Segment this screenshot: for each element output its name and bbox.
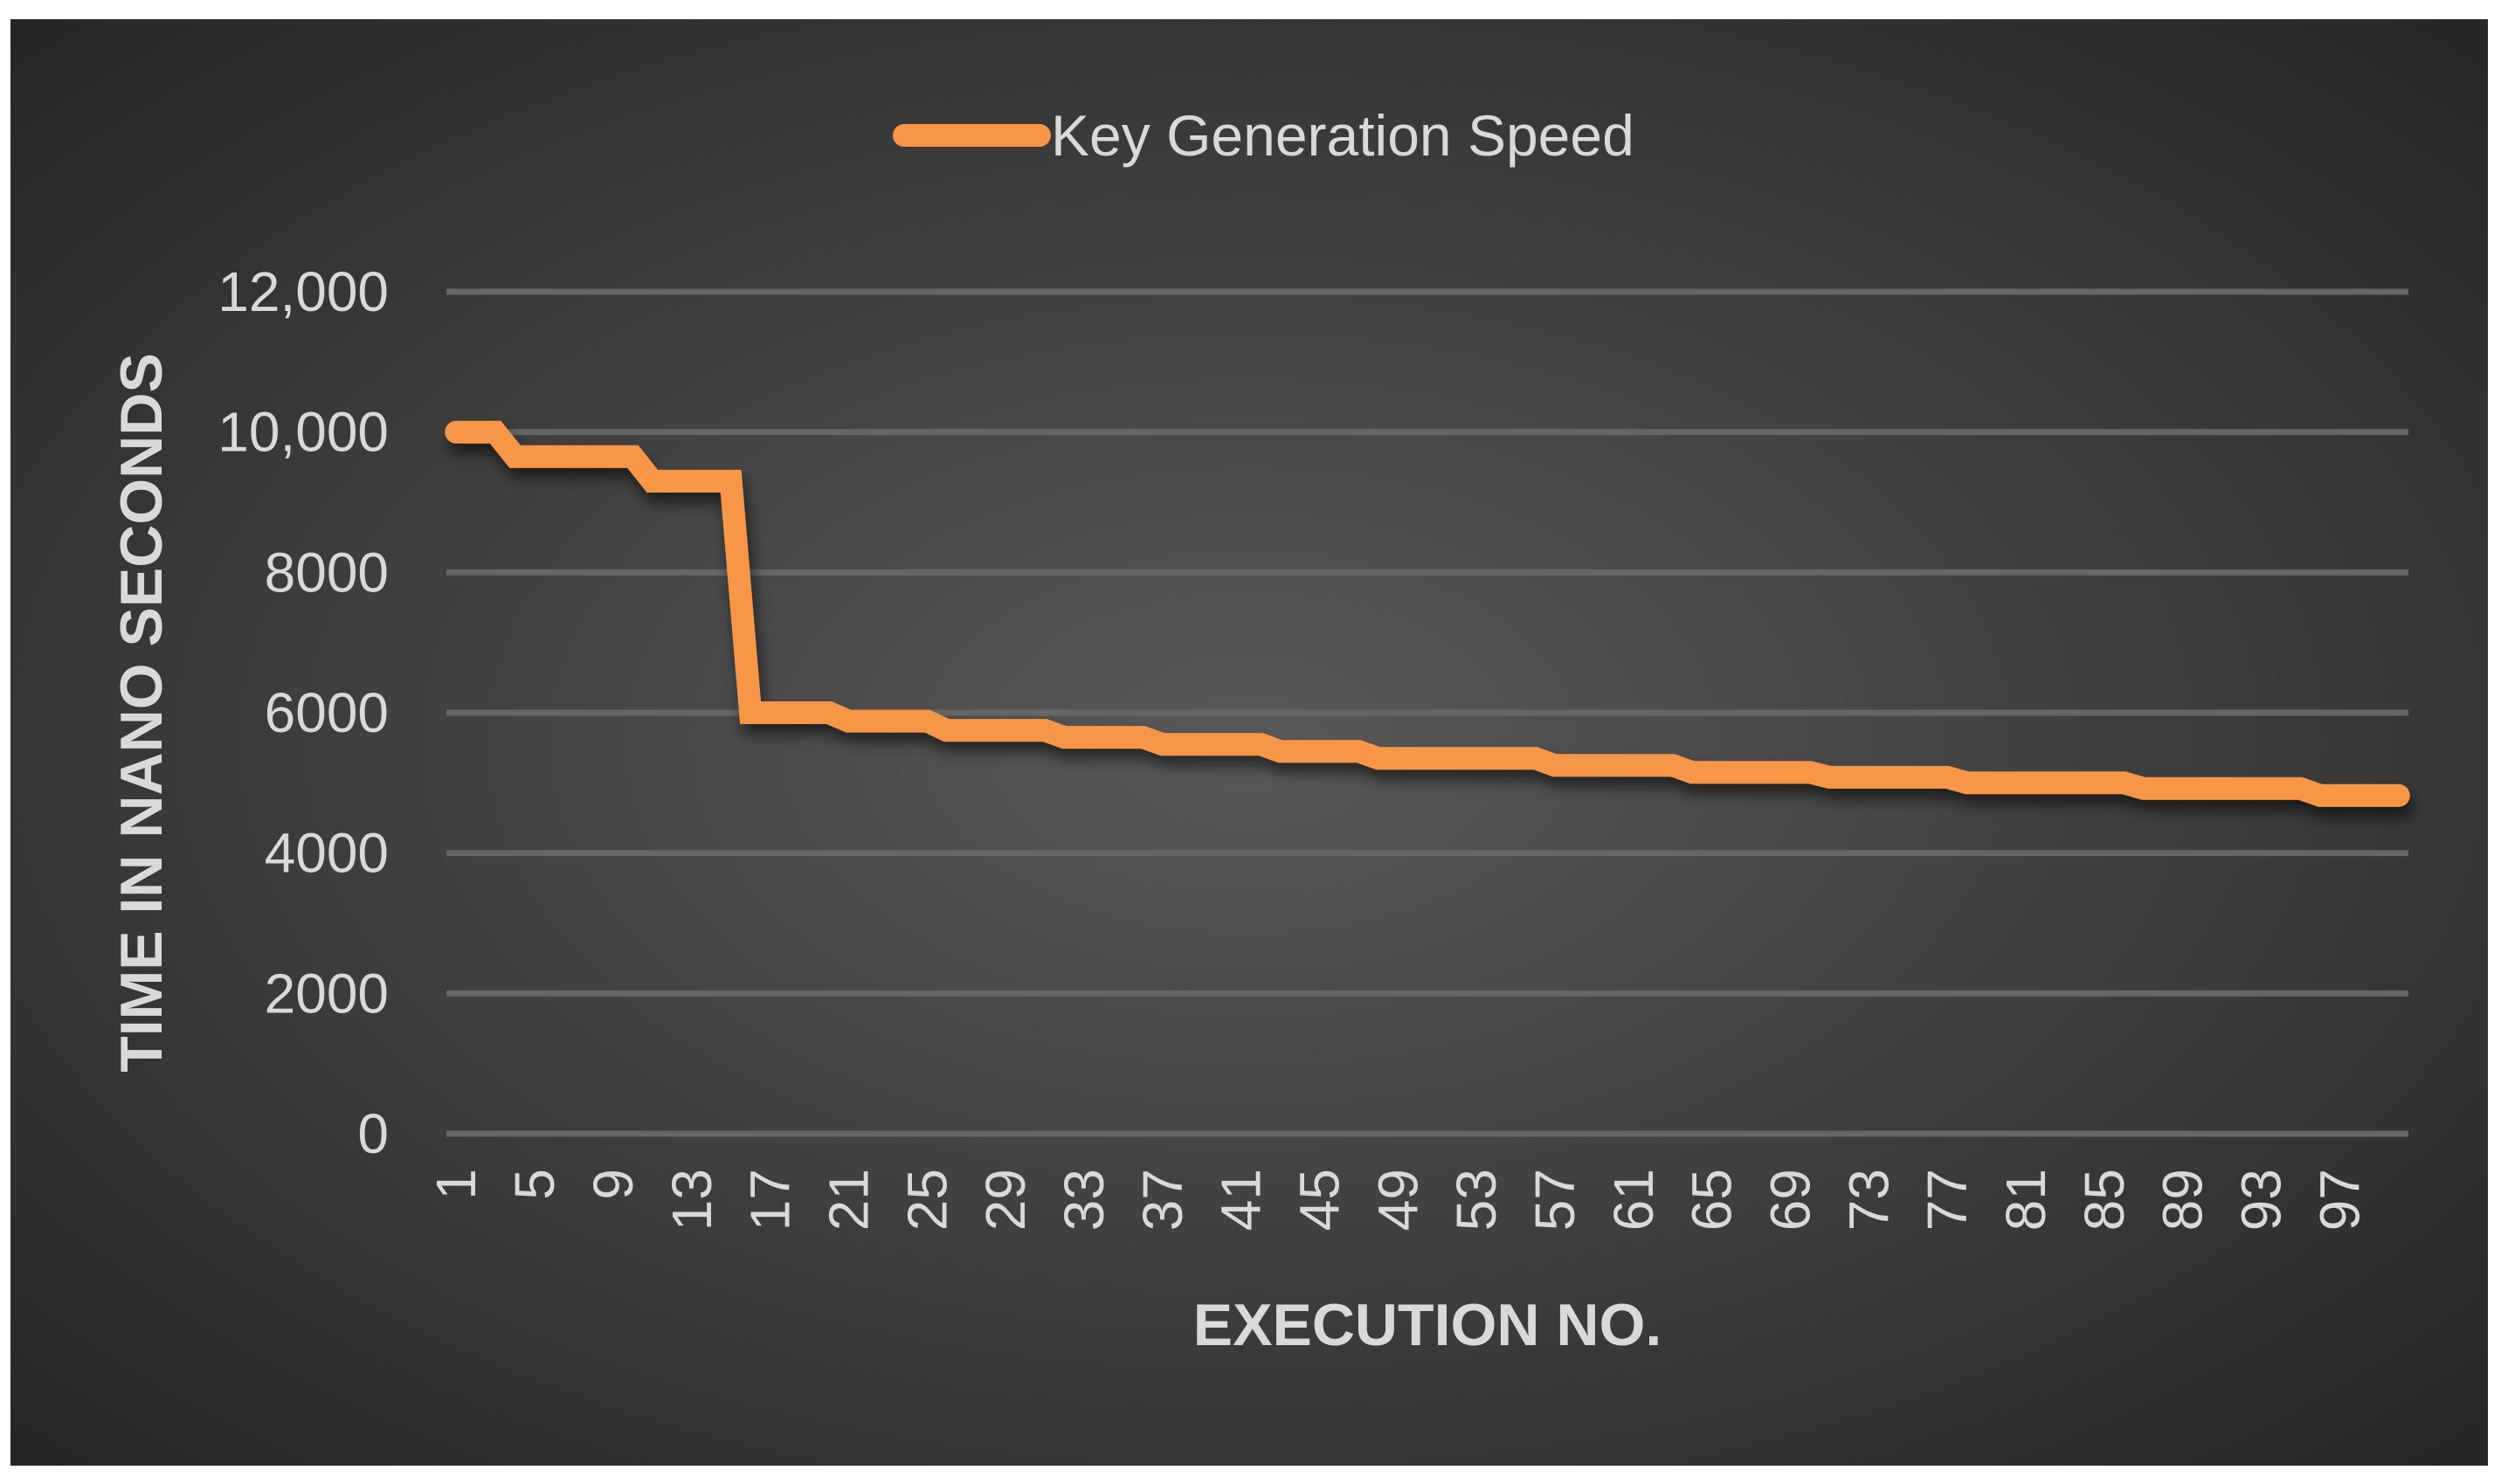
x-tick-label: 45	[1288, 1169, 1351, 1231]
x-tick-label: 9	[582, 1169, 645, 1200]
x-tick-label: 73	[1837, 1169, 1900, 1231]
y-tick-labels: 0 2000 4000 6000 8000 10,000 12,000	[218, 260, 389, 1165]
x-tick-label: 13	[660, 1169, 723, 1231]
x-tick-labels: 1 5 9 13 17 21 25 29 33 37 41 45 49 53 57 61 65 69 73 77 81 8…	[425, 1169, 2371, 1231]
x-tick-label: 49	[1366, 1169, 1429, 1231]
x-tick-label: 25	[895, 1169, 958, 1231]
x-tick-label: 89	[2152, 1169, 2214, 1231]
x-axis-title: EXECUTION NO.	[1193, 1292, 1662, 1358]
x-tick-label: 85	[2073, 1169, 2136, 1231]
x-tick-label: 81	[1994, 1169, 2057, 1231]
y-tick-label: 0	[357, 1102, 389, 1165]
x-tick-label: 21	[817, 1169, 880, 1231]
x-tick-label: 29	[974, 1169, 1037, 1231]
y-tick-label: 2000	[265, 962, 389, 1025]
x-tick-label: 37	[1131, 1169, 1194, 1231]
y-tick-label: 8000	[265, 541, 389, 604]
x-tick-label: 53	[1445, 1169, 1508, 1231]
series-line-key-generation-speed	[445, 420, 2410, 807]
legend-label: Key Generation Speed	[1051, 103, 1634, 168]
x-tick-label: 33	[1053, 1169, 1116, 1231]
y-tick-label: 12,000	[218, 260, 389, 323]
x-tick-label: 41	[1210, 1169, 1273, 1231]
x-tick-label: 1	[425, 1169, 487, 1200]
x-tick-label: 61	[1602, 1169, 1665, 1231]
x-tick-label: 5	[503, 1169, 566, 1200]
x-tick-label: 93	[2230, 1169, 2293, 1231]
y-tick-label: 4000	[265, 822, 389, 885]
legend: Key Generation Speed	[893, 103, 1634, 168]
x-tick-label: 69	[1759, 1169, 1822, 1231]
y-tick-label: 10,000	[218, 401, 389, 464]
x-tick-label: 57	[1523, 1169, 1586, 1231]
x-tick-label: 77	[1916, 1169, 1979, 1231]
x-tick-label: 65	[1681, 1169, 1744, 1231]
x-tick-label: 17	[739, 1169, 802, 1231]
y-tick-label: 6000	[265, 681, 389, 744]
y-axis-title: TIME IN NANO SECONDS	[108, 353, 175, 1073]
x-tick-label: 97	[2308, 1169, 2371, 1231]
